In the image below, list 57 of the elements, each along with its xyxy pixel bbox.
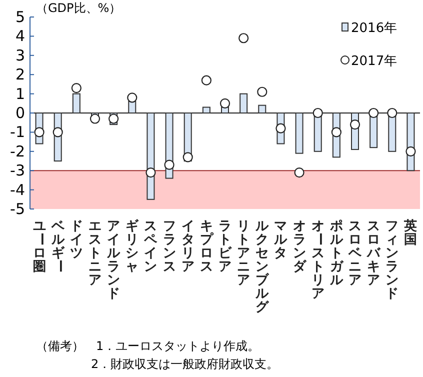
y-tick-label: -4 <box>10 180 25 199</box>
bar <box>202 106 210 114</box>
point <box>182 152 193 162</box>
text: （備考） 1．ユーロスタットより作成。 <box>36 339 260 353</box>
y-tick-label: -2 <box>10 142 25 160</box>
point <box>331 127 342 138</box>
y-tick-label: 3 <box>15 46 25 64</box>
x-tick-label: アイルランド <box>106 219 122 302</box>
x-tick-label: ギリシャ <box>126 219 140 274</box>
point <box>406 146 416 156</box>
point <box>34 127 44 138</box>
x-tick-label: スペイン <box>143 219 158 274</box>
y-tick-label: -5 <box>10 200 25 218</box>
point <box>350 119 360 130</box>
bar <box>258 104 266 114</box>
bar <box>240 93 248 114</box>
point <box>294 167 304 178</box>
x-tick-label: オーストリア <box>311 219 327 302</box>
x-tick-label: キプロス <box>200 219 214 274</box>
legend-label: 2017年 <box>351 54 398 69</box>
bar <box>295 112 304 154</box>
point <box>387 108 398 118</box>
point <box>312 108 323 118</box>
x-tick-label: ドイツ <box>70 219 83 261</box>
x-tick-label: フランス <box>162 219 176 274</box>
x-tick-label: ベルギー <box>50 219 67 272</box>
y-tick-label: -3 <box>10 162 25 180</box>
x-tick-label: ラトビア <box>218 219 232 274</box>
y-tick-label: 4 <box>15 27 25 46</box>
point <box>164 160 174 170</box>
y-tick-label: 0 <box>15 104 25 122</box>
x-tick-label: ポルトガル <box>328 219 344 288</box>
bar <box>128 100 136 114</box>
x-tick-label: フィンランド <box>386 219 399 302</box>
point <box>52 127 63 138</box>
x-tick-label: 英国 <box>403 219 418 248</box>
point <box>90 114 100 124</box>
y-tick-label: 1 <box>15 84 25 103</box>
x-tick-label: オランダ <box>292 219 307 274</box>
text: 2．財政収支は一般政府財政収支。 <box>91 357 279 371</box>
x-tick-label: ユーロ圏 <box>32 219 48 274</box>
point <box>146 167 156 178</box>
y-tick-label: 2 <box>15 66 25 84</box>
x-tick-label: エストニア <box>88 219 102 288</box>
x-tick-label: スロバキア <box>366 219 382 288</box>
y-tick-label: -1 <box>10 123 25 142</box>
point <box>368 108 379 118</box>
y-tick-label: 5 <box>15 8 25 26</box>
x-tick-label: リトアニア <box>237 219 250 288</box>
bar <box>72 93 80 114</box>
legend-label: 2016年 <box>351 21 398 36</box>
x-tick-label: マルタ <box>273 219 288 261</box>
x-tick-label: ルクセンブルグ <box>254 219 270 315</box>
x-tick-label: スロベニア <box>348 219 362 288</box>
x-tick-label: イタリア <box>181 219 194 274</box>
y-axis-title: （GDP比、%） <box>36 1 122 15</box>
point <box>276 123 286 134</box>
